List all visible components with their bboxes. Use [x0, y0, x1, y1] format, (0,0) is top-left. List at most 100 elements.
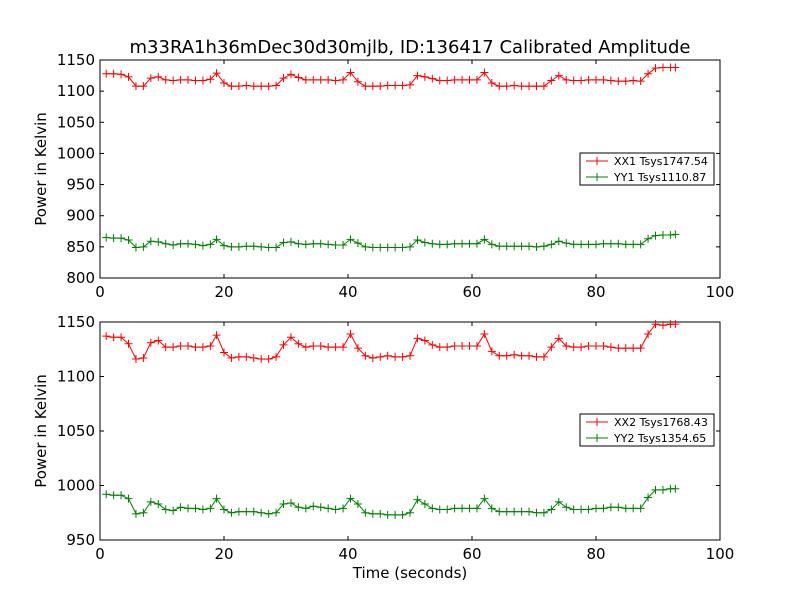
data-point: [443, 240, 452, 249]
data-point: [242, 242, 251, 251]
data-point: [413, 236, 422, 245]
data-point: [184, 341, 193, 350]
data-point: [272, 508, 281, 517]
data-point: [353, 77, 362, 86]
data-point: [495, 242, 504, 251]
data-point: [368, 353, 377, 362]
y-tick-label: 1050: [57, 113, 95, 131]
data-point: [139, 242, 148, 251]
data-point: [234, 507, 243, 516]
data-point: [198, 343, 207, 352]
data-point: [584, 240, 593, 249]
data-point: [671, 63, 680, 72]
data-point: [331, 240, 340, 249]
data-point: [124, 494, 133, 503]
data-point: [413, 495, 422, 504]
legend-swatch-marker: [593, 157, 601, 165]
data-point: [331, 343, 340, 352]
data-point: [658, 485, 667, 494]
data-point: [562, 341, 571, 350]
legend: XX1 Tsys1747.54 YY1 Tsys1110.87: [579, 152, 715, 186]
data-point: [606, 76, 615, 85]
data-point: [227, 242, 236, 251]
series-xx: [102, 63, 680, 91]
data-point: [584, 75, 593, 84]
data-point: [161, 239, 170, 248]
data-point: [309, 239, 318, 248]
data-point: [562, 503, 571, 512]
data-point: [651, 320, 660, 329]
data-point: [220, 241, 228, 250]
data-point: [257, 355, 266, 364]
data-point: [206, 240, 215, 249]
data-point: [450, 75, 459, 84]
data-point: [102, 332, 111, 341]
data-point: [502, 507, 511, 516]
data-point: [450, 341, 459, 350]
data-point: [614, 77, 623, 86]
data-point: [539, 82, 548, 91]
data-point: [234, 242, 243, 251]
data-point: [220, 348, 228, 357]
data-point: [621, 504, 630, 513]
data-point: [420, 238, 429, 247]
data-point: [398, 243, 407, 252]
data-point: [450, 504, 459, 513]
data-point: [614, 239, 623, 248]
data-point: [146, 237, 155, 246]
data-point: [102, 233, 111, 242]
y-tick-label: 850: [66, 238, 95, 256]
data-point: [368, 82, 377, 91]
data-point: [161, 505, 170, 514]
data-point: [301, 75, 310, 84]
data-point: [517, 351, 526, 360]
y-tick-label: 900: [66, 207, 95, 225]
data-point: [495, 351, 504, 360]
data-point: [391, 510, 400, 519]
legend-label: XX1 Tsys1747.54: [614, 155, 708, 168]
data-point: [206, 341, 215, 350]
data-point: [264, 82, 273, 91]
data-point: [212, 69, 221, 78]
y-tick-label: 1150: [57, 313, 95, 331]
data-point: [406, 242, 414, 251]
data-point: [109, 234, 118, 243]
data-point: [428, 340, 437, 349]
legend-swatch-marker: [593, 173, 601, 181]
data-point: [109, 69, 118, 78]
data-point: [450, 239, 459, 248]
data-point: [146, 497, 155, 506]
data-point: [569, 76, 578, 85]
data-point: [124, 236, 133, 245]
data-point: [658, 231, 667, 240]
data-point: [220, 505, 228, 514]
data-point: [169, 506, 178, 515]
data-point: [666, 231, 675, 240]
data-point: [629, 344, 638, 353]
data-point: [154, 500, 163, 509]
x-tick-label: 20: [214, 545, 233, 563]
data-point: [510, 242, 519, 251]
data-point: [465, 504, 474, 513]
data-point: [353, 239, 362, 248]
data-point: [517, 507, 526, 516]
data-point: [176, 239, 185, 248]
data-point: [117, 491, 126, 500]
data-point: [443, 343, 452, 352]
data-point: [117, 333, 126, 342]
data-point: [644, 234, 653, 243]
data-point: [376, 352, 385, 361]
data-point: [435, 76, 444, 85]
data-point: [629, 76, 638, 85]
data-point: [102, 69, 111, 78]
data-point: [301, 240, 310, 249]
data-point: [257, 508, 266, 517]
data-point: [353, 344, 362, 353]
data-point: [264, 243, 273, 252]
data-point: [184, 75, 193, 84]
data-point: [420, 72, 429, 81]
x-tick-label: 100: [706, 545, 735, 563]
x-tick-label: 0: [95, 545, 105, 563]
legend-label: YY2 Tsys1354.65: [613, 432, 706, 445]
